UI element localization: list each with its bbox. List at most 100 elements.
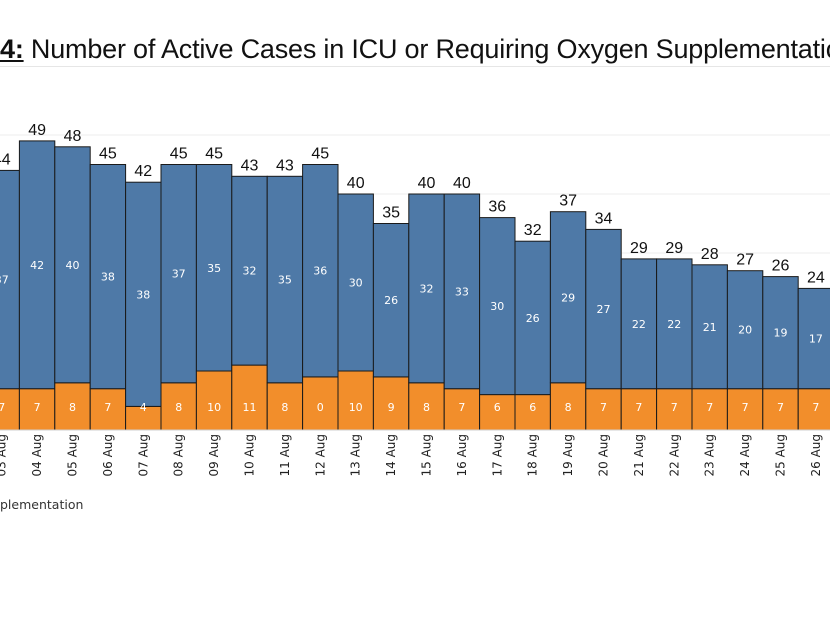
total-label: 40 — [453, 175, 471, 192]
bottom-segment-label: 7 — [34, 401, 41, 414]
bar-segment-bottom — [337, 370, 374, 431]
bottom-segment-label: 7 — [777, 401, 784, 414]
x-tick-label: 18 Aug — [526, 434, 540, 477]
bar-segment-top — [656, 258, 693, 390]
total-label: 24 — [807, 269, 825, 286]
bar-segment-bottom — [372, 376, 410, 431]
top-segment-label: 40 — [66, 259, 80, 272]
bottom-segment-label: 0 — [317, 401, 324, 414]
bar-segment-bottom — [620, 388, 658, 431]
total-label: 44 — [0, 151, 11, 168]
total-label: 48 — [64, 128, 82, 145]
top-segment-label: 36 — [313, 265, 327, 278]
top-segment-label: 38 — [136, 288, 150, 301]
legend-label: plementation — [0, 497, 84, 512]
top-segment-label: 32 — [420, 282, 434, 295]
bar-segment-top — [408, 193, 445, 384]
bottom-segment-label: 11 — [243, 401, 257, 414]
bar-segment-top — [620, 258, 658, 390]
top-segment-label: 26 — [384, 294, 398, 307]
bar-segment-top — [797, 287, 830, 390]
x-tick-label: 05 Aug — [66, 434, 80, 477]
bottom-segment-label: 8 — [565, 401, 572, 414]
bar-segment-top — [195, 164, 233, 372]
x-tick-label: 12 Aug — [313, 434, 327, 477]
bottom-segment-label: 7 — [671, 401, 678, 414]
bar-segment-top — [231, 175, 268, 366]
total-label: 26 — [772, 258, 790, 275]
top-segment-label: 27 — [597, 303, 611, 316]
x-tick-label: 14 Aug — [384, 434, 398, 477]
bar-segment-bottom — [54, 382, 91, 431]
bar-segment-bottom — [195, 370, 233, 431]
bar-segment-bottom — [408, 382, 445, 431]
x-tick-label: 03 Aug — [0, 434, 9, 477]
total-label: 43 — [276, 157, 294, 174]
bottom-segment-label: 9 — [388, 401, 395, 414]
bottom-segment-label: 7 — [706, 401, 713, 414]
bar-group: 8 35 43 11 Aug — [266, 157, 304, 477]
x-tick-label: 17 Aug — [490, 434, 504, 477]
bar-segment-top — [549, 211, 587, 384]
bottom-segment-label: 4 — [140, 401, 147, 414]
total-label: 42 — [134, 163, 152, 180]
total-label: 32 — [524, 222, 542, 239]
top-segment-label: 22 — [667, 318, 681, 331]
bar-segment-bottom — [797, 388, 830, 431]
total-label: 45 — [205, 146, 223, 163]
bar-group: 8 40 48 05 Aug — [54, 128, 91, 477]
total-label: 49 — [28, 122, 46, 139]
top-segment-label: 33 — [455, 285, 469, 298]
bottom-segment-label: 8 — [423, 401, 430, 414]
total-label: 40 — [418, 175, 436, 192]
total-label: 28 — [701, 246, 719, 263]
bar-segment-top — [54, 146, 91, 384]
top-segment-label: 37 — [172, 268, 186, 281]
top-segment-label: 29 — [561, 291, 575, 304]
bottom-segment-label: 7 — [812, 401, 819, 414]
bottom-segment-label: 6 — [529, 401, 536, 414]
bar-segment-top — [89, 164, 127, 390]
top-segment-label: 38 — [101, 271, 115, 284]
x-tick-label: 26 Aug — [809, 434, 823, 477]
bar-segment-top — [726, 270, 764, 390]
x-tick-label: 04 Aug — [30, 434, 44, 477]
top-segment-label: 35 — [207, 262, 221, 275]
x-tick-label: 06 Aug — [101, 434, 115, 477]
top-segment-label: 19 — [774, 327, 788, 340]
bar-segment-bottom — [656, 388, 693, 431]
bar-segment-bottom — [18, 388, 56, 431]
bar-group: 0 36 45 12 Aug — [302, 146, 339, 477]
x-tick-label: 07 Aug — [136, 434, 150, 477]
bar-segment-bottom — [726, 388, 764, 431]
bar-group: 7 38 45 06 Aug — [89, 146, 127, 477]
x-tick-label: 20 Aug — [597, 434, 611, 477]
bar-group: 7 42 49 04 Aug — [18, 122, 56, 477]
bottom-segment-label: 8 — [281, 401, 288, 414]
bar-segment-bottom — [302, 376, 339, 431]
total-label: 34 — [595, 210, 613, 227]
total-label: 35 — [382, 205, 400, 222]
x-tick-label: 24 Aug — [738, 434, 752, 477]
bottom-segment-label: 6 — [494, 401, 501, 414]
bar-group: 7 21 28 23 Aug — [691, 246, 728, 477]
total-label: 45 — [99, 146, 117, 163]
bottom-segment-label: 7 — [600, 401, 607, 414]
top-segment-label: 30 — [349, 277, 363, 290]
bottom-segment-label: 7 — [635, 401, 642, 414]
total-label: 29 — [630, 240, 648, 257]
bottom-segment-label: 7 — [0, 401, 5, 414]
x-tick-label: 22 Aug — [667, 434, 681, 477]
total-label: 43 — [241, 157, 259, 174]
x-tick-label: 13 Aug — [349, 434, 363, 477]
bar-group: 10 30 40 13 Aug — [337, 175, 374, 477]
top-segment-label: 37 — [0, 274, 9, 287]
bottom-segment-label: 7 — [104, 401, 111, 414]
bottom-segment-label: 8 — [175, 401, 182, 414]
bar-group: 7 33 40 16 Aug — [443, 175, 481, 477]
bottom-segment-label: 7 — [458, 401, 465, 414]
bottom-segment-label: 8 — [69, 401, 76, 414]
